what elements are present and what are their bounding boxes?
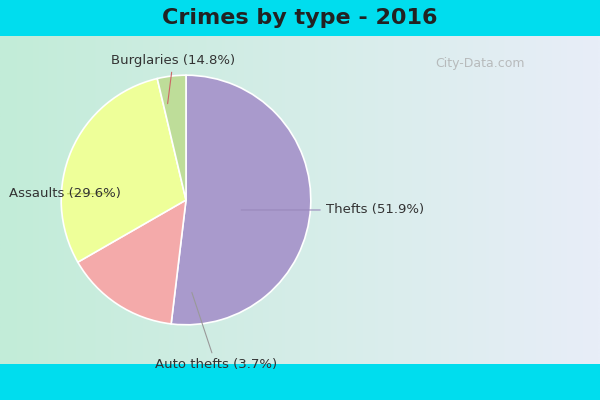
Text: Crimes by type - 2016: Crimes by type - 2016 bbox=[162, 8, 438, 28]
Text: Auto thefts (3.7%): Auto thefts (3.7%) bbox=[155, 292, 277, 371]
Wedge shape bbox=[171, 75, 311, 325]
Wedge shape bbox=[157, 75, 186, 200]
Text: Thefts (51.9%): Thefts (51.9%) bbox=[241, 204, 424, 216]
Wedge shape bbox=[61, 78, 186, 262]
Text: Burglaries (14.8%): Burglaries (14.8%) bbox=[111, 54, 235, 104]
Text: City-Data.com: City-Data.com bbox=[435, 58, 525, 70]
Text: Assaults (29.6%): Assaults (29.6%) bbox=[9, 187, 121, 200]
Wedge shape bbox=[78, 200, 186, 324]
